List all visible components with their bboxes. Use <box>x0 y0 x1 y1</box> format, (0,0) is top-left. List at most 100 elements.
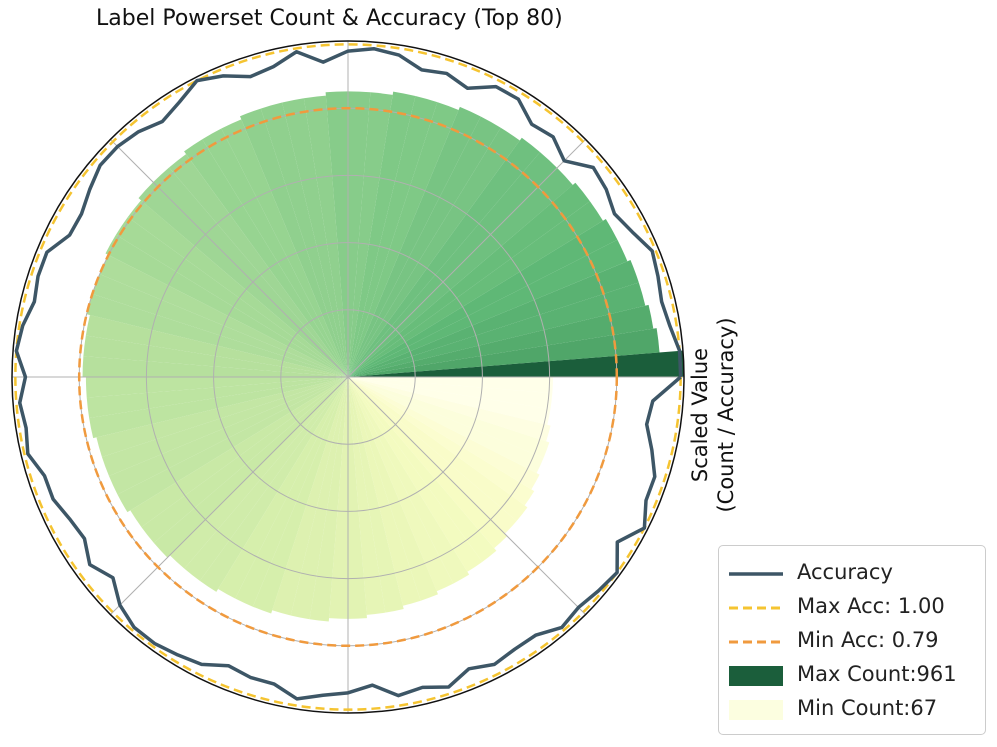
count-bar <box>218 377 348 599</box>
count-bar <box>348 201 603 377</box>
count-bar <box>348 377 367 619</box>
count-bar <box>348 106 481 378</box>
count-bar <box>290 377 348 620</box>
min-acc-circle <box>77 106 619 648</box>
count-bar <box>348 137 541 377</box>
count-bar <box>239 108 348 378</box>
count-bar <box>348 328 660 377</box>
count-bar <box>348 91 416 377</box>
count-bar <box>348 304 654 377</box>
count-bar <box>348 377 421 606</box>
count-bar <box>105 234 348 377</box>
count-bar <box>127 200 348 377</box>
count-bar <box>348 377 544 474</box>
count-bar <box>153 377 348 558</box>
legend-item-min-acc: Min Acc: 0.79 <box>719 625 987 659</box>
legend: Accuracy Max Acc: 1.00 Min Acc: 0.79 Max… <box>718 545 986 735</box>
count-bar <box>348 92 393 378</box>
count-bar <box>348 377 551 442</box>
count-bar <box>348 377 483 572</box>
count-bar <box>348 96 438 377</box>
count-bar <box>101 377 348 477</box>
count-bar <box>348 127 520 377</box>
count-bar <box>348 377 540 490</box>
legend-label-min-acc: Min Acc: 0.79 <box>797 628 939 652</box>
legend-label-max-count: Max Count:961 <box>797 662 957 686</box>
count-bar <box>99 254 348 377</box>
count-bar <box>348 377 528 522</box>
count-bar <box>348 377 508 549</box>
legend-label-accuracy: Accuracy <box>797 560 893 584</box>
count-bar <box>130 377 348 528</box>
count-bar <box>348 377 497 562</box>
legend-item-max-count: Max Count:961 <box>719 659 987 693</box>
grid-spoke <box>110 139 349 378</box>
grid-spoke <box>347 376 586 615</box>
count-bar <box>96 377 348 457</box>
count-bar <box>348 377 454 592</box>
count-bar <box>199 377 348 592</box>
count-bar <box>348 102 459 377</box>
count-bar <box>138 182 348 377</box>
y-axis-label-line2: (Count / Accuracy) <box>714 317 738 513</box>
count-bar <box>348 377 517 534</box>
legend-swatch-max-count <box>729 666 783 686</box>
count-bar <box>348 377 386 615</box>
legend-item-accuracy: Accuracy <box>719 557 987 591</box>
chart-title: Label Powerset Count & Accuracy (Top 80) <box>96 6 563 31</box>
count-bar <box>169 154 348 377</box>
count-bar <box>348 116 501 378</box>
count-bar <box>86 377 348 418</box>
count-bar <box>325 91 348 378</box>
count-bar <box>348 377 551 425</box>
count-bar <box>348 182 590 377</box>
count-bar <box>348 218 618 377</box>
count-bar <box>272 377 348 616</box>
count-bar <box>348 377 550 459</box>
count-bar <box>260 102 348 377</box>
count-bar <box>309 377 348 622</box>
count-bar <box>117 377 348 513</box>
legend-label-min-count: Min Count:67 <box>797 696 938 720</box>
count-bar <box>348 152 558 377</box>
count-bar <box>221 119 348 377</box>
count-bar <box>348 350 684 377</box>
count-bar <box>235 377 348 607</box>
legend-item-min-count: Min Count:67 <box>719 693 987 727</box>
count-bar <box>348 377 553 394</box>
count-bar <box>348 282 646 377</box>
legend-swatch-min-acc <box>729 640 783 644</box>
count-bar <box>153 167 348 377</box>
count-bar <box>86 293 349 377</box>
legend-swatch-min-count <box>729 700 783 720</box>
count-bar <box>108 377 349 495</box>
legend-label-max-acc: Max Acc: 1.00 <box>797 594 945 618</box>
legend-swatch-max-acc <box>729 606 783 610</box>
count-bar <box>348 259 639 377</box>
count-bar <box>282 98 348 378</box>
count-bar <box>348 239 628 377</box>
count-bar <box>141 377 348 543</box>
polar-frame <box>11 40 685 714</box>
count-bar <box>92 274 348 377</box>
grid-spoke <box>110 376 349 615</box>
count-bar <box>348 377 404 613</box>
count-bar <box>184 139 348 377</box>
legend-item-max-acc: Max Acc: 1.00 <box>719 591 987 625</box>
count-bar <box>348 91 371 378</box>
count-bar <box>329 377 348 619</box>
y-axis-label-line1: Scaled Value <box>687 347 712 483</box>
count-bar <box>184 377 348 581</box>
count-bar <box>348 377 470 584</box>
count-bar <box>82 356 348 377</box>
count-bar <box>348 167 573 377</box>
count-bar <box>202 128 348 377</box>
count-bar <box>89 377 348 439</box>
accuracy-line <box>14 46 683 701</box>
count-bar <box>252 377 348 614</box>
count-bar <box>348 377 439 601</box>
count-bar <box>85 377 349 398</box>
count-bar <box>115 217 348 377</box>
grid-spoke <box>347 139 586 378</box>
